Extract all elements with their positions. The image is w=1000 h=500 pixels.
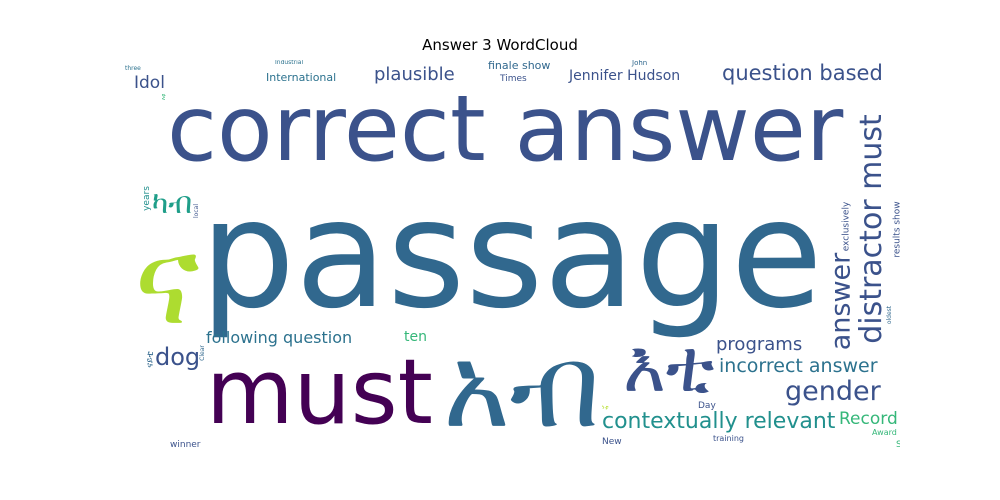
word-question-based: question based <box>722 61 883 85</box>
word-token-1: ና <box>134 209 200 353</box>
word-passage: passage <box>200 168 823 342</box>
word-answer: answer <box>824 252 856 350</box>
word-new: New <box>602 437 622 447</box>
word-times: Times <box>500 74 527 84</box>
word-day: Day <box>698 401 716 411</box>
word-years: years <box>141 186 152 211</box>
word-correct-answer: correct answer <box>167 77 844 182</box>
word-international: International <box>266 71 337 84</box>
word-industrial: Industrial <box>275 60 304 66</box>
word-following-question: following question <box>206 328 353 347</box>
word-three: three <box>125 65 141 72</box>
word-cloud: passage ና አብ correct answer must እቲ contextual… <box>125 60 900 448</box>
word-winner: winner <box>170 440 201 449</box>
word-token-48: ናይቲ <box>145 350 156 368</box>
word-local: local <box>192 204 200 218</box>
word-contextually-relevant: contextually relevant <box>602 409 836 434</box>
word-token-66: ነቲ <box>602 404 609 411</box>
word-token-68: እዩ <box>159 93 167 100</box>
word-john: John <box>632 60 648 67</box>
word-finale-show: finale show <box>488 60 551 72</box>
word-record: Record <box>839 409 898 429</box>
word-s: S <box>896 440 900 449</box>
word-gender: gender <box>785 376 881 407</box>
word-token-5: እቲ <box>623 324 715 408</box>
word-token-2: አብ <box>443 320 601 448</box>
word-distractor-must: distractor must <box>853 114 889 344</box>
word-plausible: plausible <box>374 64 455 85</box>
word-jennifer-hudson: Jennifer Hudson <box>569 68 681 84</box>
word-dog: dog <box>155 343 201 371</box>
word-training: training <box>713 434 744 443</box>
word-ten: ten <box>404 329 427 345</box>
word-incorrect-answer: incorrect answer <box>719 355 878 377</box>
word-exclusively: exclusively <box>840 201 851 251</box>
word-must: must <box>206 340 433 445</box>
chart-title: Answer 3 WordCloud <box>422 36 578 54</box>
word-token-11: ካብ <box>152 186 193 221</box>
word-programs: programs <box>716 334 803 355</box>
word-results-show: results show <box>892 200 900 258</box>
word-idol: Idol <box>134 73 165 93</box>
word-clear: Clear <box>198 345 206 361</box>
word-oldest: oldest <box>886 305 894 325</box>
word-award: Award <box>872 428 897 437</box>
